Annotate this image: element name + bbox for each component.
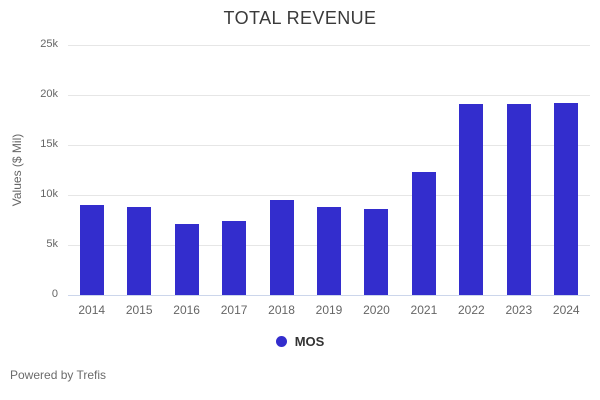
plot-area [68, 45, 590, 296]
bar-2014[interactable] [79, 205, 104, 295]
x-tick-label-2016: 2016 [173, 303, 200, 317]
bar-2015[interactable] [127, 207, 152, 295]
legend-label: MOS [294, 334, 325, 349]
gridline [68, 45, 590, 46]
bar-2023[interactable] [506, 104, 531, 295]
bar-2017[interactable] [222, 221, 247, 295]
powered-by-trefis: Powered by Trefis [10, 368, 107, 382]
y-tick-label-10k: 10k [40, 188, 58, 200]
y-tick-label-0: 0 [51, 288, 58, 300]
x-tick-label-2021: 2021 [410, 303, 438, 317]
gridline [68, 95, 590, 96]
gridline [68, 145, 590, 146]
y-tick-label-25k: 25k [40, 38, 58, 50]
y-tick-label-5k: 5k [46, 238, 58, 250]
bar-2022[interactable] [459, 104, 484, 295]
x-tick-label-2018: 2018 [268, 303, 295, 317]
chart-title: TOTAL REVENUE [223, 8, 377, 28]
bar-2024[interactable] [554, 103, 579, 295]
x-tick-label-2024: 2024 [552, 303, 580, 317]
x-tick-label-2023: 2023 [505, 303, 533, 317]
bar-2020[interactable] [364, 209, 389, 295]
gridline [68, 195, 590, 196]
bar-2019[interactable] [317, 207, 341, 295]
x-tick-label-2017: 2017 [220, 303, 248, 317]
legend-marker-icon [275, 336, 287, 347]
y-tick-label-20k: 20k [40, 88, 58, 100]
legend-item-mos[interactable]: MOS [275, 334, 325, 349]
legend: MOS [0, 334, 600, 349]
bar-2018[interactable] [269, 200, 294, 295]
bar-2016[interactable] [174, 224, 199, 295]
y-tick-label-15k: 15k [40, 138, 58, 150]
x-tick-label-2014: 2014 [78, 303, 106, 317]
x-tick-label-2019: 2019 [315, 303, 343, 317]
x-axis-line [68, 295, 590, 296]
x-tick-label-2015: 2015 [125, 303, 153, 317]
x-tick-label-2022: 2022 [458, 303, 485, 317]
bar-2021[interactable] [411, 172, 436, 295]
x-tick-label-2020: 2020 [363, 303, 390, 317]
